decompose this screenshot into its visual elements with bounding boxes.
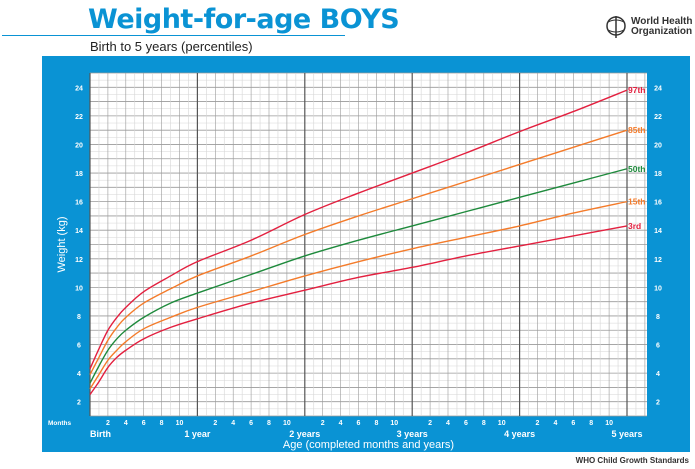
y-tick-label-right: 20 bbox=[654, 142, 662, 149]
y-tick-label-left: 10 bbox=[75, 285, 83, 292]
percentile-line-97th bbox=[89, 89, 628, 370]
footer-credit: WHO Child Growth Standards bbox=[575, 456, 689, 465]
y-tick-label-right: 14 bbox=[654, 228, 662, 235]
y-tick-label-left: 24 bbox=[75, 85, 83, 92]
x-month-tick-label: 8 bbox=[267, 420, 271, 427]
x-unit-label: Months bbox=[48, 420, 71, 427]
x-year-label: 5 years bbox=[611, 429, 642, 439]
percentile-label-3rd: 3rd bbox=[628, 221, 641, 231]
who-emblem-icon bbox=[606, 16, 626, 38]
y-tick-label-right: 22 bbox=[654, 114, 662, 121]
y-tick-label-left: 2 bbox=[77, 400, 81, 407]
y-tick-label-right: 8 bbox=[656, 314, 660, 321]
y-tick-label-left: 8 bbox=[77, 314, 81, 321]
percentile-line-50th bbox=[89, 168, 628, 384]
x-month-tick-label: 8 bbox=[589, 420, 593, 427]
y-tick-label-left: 6 bbox=[77, 343, 81, 350]
y-tick-label-left: 20 bbox=[75, 142, 83, 149]
x-month-tick-label: 8 bbox=[482, 420, 486, 427]
x-month-tick-label: 6 bbox=[464, 420, 468, 427]
percentile-label-15th: 15th bbox=[628, 197, 645, 207]
x-year-label: Birth bbox=[90, 429, 111, 439]
y-tick-label-right: 2 bbox=[656, 400, 660, 407]
x-month-tick-label: 4 bbox=[231, 420, 235, 427]
x-month-tick-label: 2 bbox=[106, 420, 110, 427]
page-title: Weight-for-age BOYS bbox=[88, 4, 400, 35]
y-axis-label: Weight (kg) bbox=[56, 216, 68, 272]
percentile-label-50th: 50th bbox=[628, 164, 645, 174]
x-month-tick-label: 10 bbox=[283, 420, 291, 427]
title-divider bbox=[2, 35, 345, 36]
x-year-label: 2 years bbox=[289, 429, 320, 439]
x-month-tick-label: 6 bbox=[142, 420, 146, 427]
y-tick-label-left: 4 bbox=[77, 371, 81, 378]
y-tick-label-right: 12 bbox=[654, 257, 662, 264]
x-month-tick-label: 2 bbox=[428, 420, 432, 427]
y-tick-label-right: 18 bbox=[654, 171, 662, 178]
y-tick-label-right: 24 bbox=[654, 85, 662, 92]
x-month-tick-label: 10 bbox=[390, 420, 398, 427]
x-month-tick-label: 4 bbox=[124, 420, 128, 427]
x-month-tick-label: 8 bbox=[374, 420, 378, 427]
x-month-tick-label: 4 bbox=[553, 420, 557, 427]
x-month-tick-label: 6 bbox=[571, 420, 575, 427]
percentile-line-3rd bbox=[89, 225, 628, 395]
percentile-line-85th bbox=[89, 129, 628, 375]
x-month-tick-label: 10 bbox=[498, 420, 506, 427]
x-month-tick-label: 2 bbox=[536, 420, 540, 427]
x-year-label: 1 year bbox=[184, 429, 211, 439]
x-axis-label: Age (completed months and years) bbox=[283, 439, 454, 451]
y-tick-label-left: 16 bbox=[75, 200, 83, 207]
x-month-tick-label: 6 bbox=[357, 420, 361, 427]
y-tick-label-left: 18 bbox=[75, 171, 83, 178]
x-year-label: 3 years bbox=[397, 429, 428, 439]
y-tick-label-left: 12 bbox=[75, 257, 83, 264]
y-tick-label-right: 4 bbox=[656, 371, 660, 378]
x-month-tick-label: 6 bbox=[249, 420, 253, 427]
y-tick-label-right: 10 bbox=[654, 285, 662, 292]
x-month-tick-label: 8 bbox=[160, 420, 164, 427]
y-tick-label-left: 22 bbox=[75, 114, 83, 121]
who-logo: World Health Organization bbox=[604, 14, 695, 40]
x-month-tick-label: 10 bbox=[605, 420, 613, 427]
x-month-tick-label: 2 bbox=[213, 420, 217, 427]
y-tick-label-left: 14 bbox=[75, 228, 83, 235]
page-subtitle: Birth to 5 years (percentiles) bbox=[90, 39, 253, 54]
x-year-label: 4 years bbox=[504, 429, 535, 439]
y-tick-label-right: 16 bbox=[654, 200, 662, 207]
x-month-tick-label: 2 bbox=[321, 420, 325, 427]
x-month-tick-label: 10 bbox=[176, 420, 184, 427]
organization-name: World Health Organization bbox=[631, 16, 693, 37]
x-month-tick-label: 4 bbox=[446, 420, 450, 427]
x-month-tick-label: 4 bbox=[339, 420, 343, 427]
percentile-label-97th: 97th bbox=[628, 85, 645, 95]
percentile-line-15th bbox=[89, 200, 628, 390]
percentile-label-85th: 85th bbox=[628, 125, 645, 135]
y-tick-label-right: 6 bbox=[656, 343, 660, 350]
